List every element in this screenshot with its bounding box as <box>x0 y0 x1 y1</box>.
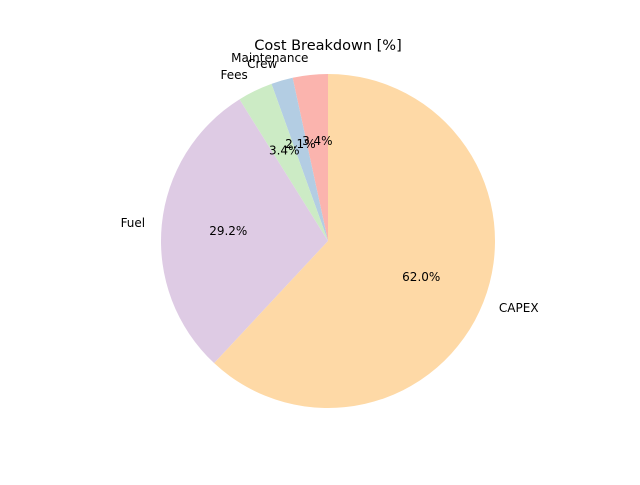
pie-slice-fuel <box>160 99 328 364</box>
slice-percent-fees: 3.4% <box>269 143 300 157</box>
slice-label-maintenance: Maintenance <box>231 51 308 65</box>
pie-slice-crew <box>271 77 328 242</box>
chart-title: Cost Breakdown [%] <box>254 38 401 54</box>
slice-label-capex: CAPEX <box>499 301 539 315</box>
slice-label-fuel: Fuel <box>121 216 146 230</box>
slice-percent-maintenance: 3.4% <box>302 134 333 148</box>
pie-slice-maintenance <box>292 74 328 241</box>
slice-label-fees: Fees <box>221 68 248 82</box>
pie-slice-capex <box>214 74 496 408</box>
slice-percent-crew: 2.1% <box>285 137 316 151</box>
slices-layer <box>160 74 496 408</box>
slice-label-crew: Crew <box>247 57 277 71</box>
slice-percent-capex: 62.0% <box>402 270 440 284</box>
pie-slice-fees <box>239 83 328 241</box>
slice-percent-fuel: 29.2% <box>209 224 247 238</box>
labels-layer: Maintenance 3.4% Crew 2.1% Fees 3.4% Fuel 29.2%… <box>121 51 539 315</box>
